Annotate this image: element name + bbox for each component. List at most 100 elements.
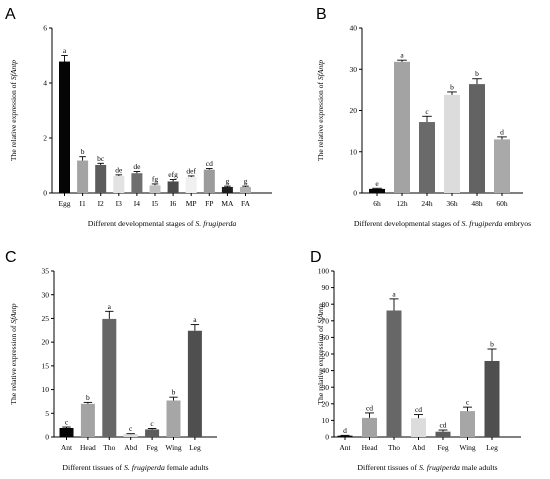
bar-i1 [77, 160, 89, 193]
bar-ma [221, 186, 233, 193]
error-bar [147, 428, 157, 430]
error-bar [463, 406, 472, 412]
error-bar [472, 78, 482, 85]
y-tick-label: 20 [42, 338, 50, 347]
y-tick-label: 6 [43, 24, 47, 33]
x-axis-label: Different tissues of S. frugiperda femal… [62, 463, 208, 472]
x-tick-label: Ant [339, 443, 351, 452]
y-axis-label: The relative expression of SfAntp [9, 60, 18, 161]
y-axis-label: The relative expression of SfAntp [9, 303, 18, 404]
significance-letter: b [86, 393, 90, 402]
y-tick-label: 10 [322, 416, 330, 425]
x-tick-label: Head [362, 443, 378, 452]
significance-letter: b [172, 388, 176, 397]
x-tick-label: Leg [486, 443, 498, 452]
error-bar [105, 310, 114, 319]
bar-i2 [95, 164, 107, 193]
error-bar [422, 115, 432, 123]
y-tick-label: 0 [43, 189, 47, 198]
significance-letter: efg [168, 170, 178, 179]
y-tick-label: 70 [322, 316, 330, 325]
y-tick-label: 90 [322, 283, 330, 292]
y-tick-label: 30 [322, 383, 330, 392]
bar-abd [123, 434, 138, 437]
significance-letter: c [425, 107, 429, 116]
y-axis-label: The relative expression of SfAntp [316, 60, 325, 161]
significance-letter: d [343, 426, 347, 435]
x-tick-label: MA [221, 199, 234, 208]
error-bar [389, 298, 399, 311]
x-tick-label: Tho [103, 443, 115, 452]
significance-letter: c [466, 398, 470, 407]
y-tick-label: 2 [43, 134, 47, 143]
bar-ant [337, 435, 353, 437]
significance-letter: d [500, 127, 504, 136]
bar-feg [435, 431, 451, 437]
panel-b: B 0 10 20 30 40 The relative expression of SfA… [316, 6, 531, 228]
error-bar [115, 174, 123, 176]
panel-letter: D [310, 249, 322, 266]
x-tick-label: I6 [170, 199, 176, 208]
y-tick-label: 50 [322, 350, 330, 359]
x-tick-label: 24h [421, 199, 433, 208]
y-tick-label: 30 [350, 65, 358, 74]
bar-wing [166, 400, 181, 437]
bar-6h [369, 188, 385, 193]
x-tick-label: Head [80, 443, 96, 452]
error-bar [190, 324, 200, 331]
bar-24h [419, 122, 435, 193]
y-tick-label: 20 [322, 399, 330, 408]
bar-ant [59, 427, 74, 437]
x-tick-label: FP [205, 199, 213, 208]
error-bar [187, 175, 195, 178]
x-tick-label: I1 [79, 199, 85, 208]
significance-letter: de [115, 165, 123, 174]
bar-36h [444, 94, 460, 193]
bar-wing [460, 411, 475, 437]
significance-letter: a [400, 51, 404, 60]
y-tick-label: 100 [318, 267, 330, 276]
x-tick-label: Leg [189, 443, 201, 452]
significance-letter: cd [439, 421, 446, 430]
error-bar [83, 401, 93, 404]
error-bar [224, 185, 231, 187]
significance-letter: bc [97, 154, 105, 163]
significance-letter: c [150, 419, 154, 428]
bar-leg [187, 330, 202, 437]
x-tick-label: Wing [459, 443, 476, 452]
significance-letter: b [490, 340, 494, 349]
bar-i5 [149, 185, 161, 193]
error-bar [169, 179, 177, 182]
x-axis-label: Different developmental stages of S. fru… [354, 219, 531, 228]
y-tick-label: 25 [42, 314, 50, 323]
error-bar [133, 171, 141, 174]
x-tick-label: I3 [116, 199, 122, 208]
x-tick-label: Ant [61, 443, 73, 452]
y-tick-label: 10 [350, 147, 358, 156]
error-bar [438, 429, 448, 432]
x-axis-label: Different tissues of S. frugiperda male … [357, 463, 497, 472]
x-axis-label: Different developmental stages of S. fru… [88, 219, 237, 228]
significance-letter: c [65, 418, 69, 427]
bar-head [362, 417, 377, 437]
error-bar [97, 162, 104, 165]
error-bar [242, 185, 249, 187]
y-tick-label: 4 [43, 79, 47, 88]
error-bar [61, 55, 68, 62]
y-tick-label: 20 [350, 106, 358, 115]
x-tick-label: Abd [124, 443, 137, 452]
error-bar [365, 412, 374, 418]
y-tick-label: 0 [325, 433, 329, 442]
significance-letter: g [226, 177, 230, 186]
x-tick-label: Tho [388, 443, 400, 452]
panel-letter: B [316, 6, 327, 23]
significance-letter: b [81, 147, 85, 156]
error-bar [487, 348, 497, 361]
bar-feg [145, 429, 160, 437]
error-bar [372, 187, 382, 189]
y-tick-label: 80 [322, 300, 330, 309]
y-tick-label: 30 [42, 290, 50, 299]
x-tick-label: I4 [134, 199, 140, 208]
panel-c: C 0 5 10 15 20 25 30 35 The relative expression o… [5, 249, 217, 472]
significance-letter: b [475, 69, 479, 78]
